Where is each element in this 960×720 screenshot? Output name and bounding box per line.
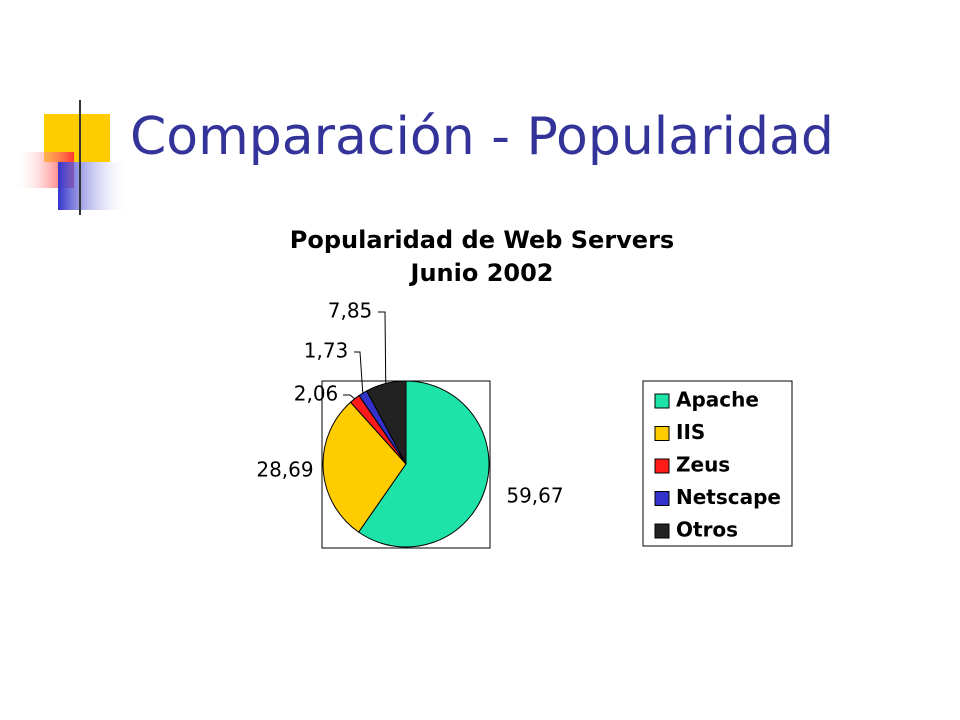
data-label: 28,69 [256,458,313,482]
leader-line [378,311,387,384]
slide-decoration [14,100,870,215]
slide-title: Comparación - Popularidad [130,107,834,167]
pie-slice [322,401,407,533]
legend-swatch [654,426,670,441]
legend-label: IIS [676,420,705,444]
legend-label: Otros [676,518,738,542]
leader-line [354,351,364,394]
pie-slice [366,380,407,465]
legend-label: Apache [676,388,759,412]
legend-swatch [654,523,670,539]
data-label: 7,85 [328,299,373,323]
data-label: 2,06 [294,382,339,406]
chart-subtitle: Junio 2002 [409,259,554,287]
legend-label: Zeus [676,453,730,477]
legend-swatch [654,393,670,409]
legend-swatch [654,491,670,506]
pie-slice [357,380,490,548]
chart-title: Popularidad de Web Servers [290,226,674,254]
leader-line [343,394,355,400]
legend-frame [642,380,793,547]
legend-label: Netscape [676,485,781,509]
data-label: 59,67 [506,484,563,508]
data-label: 1,73 [304,339,349,363]
legend-swatch [654,458,670,474]
